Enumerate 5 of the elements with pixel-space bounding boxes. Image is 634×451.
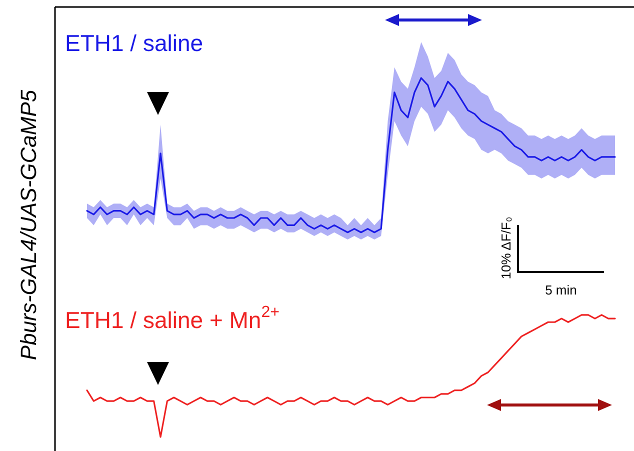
annotation: 10% ΔF/F₀ [498,216,514,280]
annotation: 5 min [545,282,577,298]
text: ETH1 / saline + Mn$^{2+}$ [65,303,280,334]
text: ETH1 / saline [65,30,204,56]
y-axis-title: Pburs-GAL4/UAS-GCaMP5 [16,89,41,360]
